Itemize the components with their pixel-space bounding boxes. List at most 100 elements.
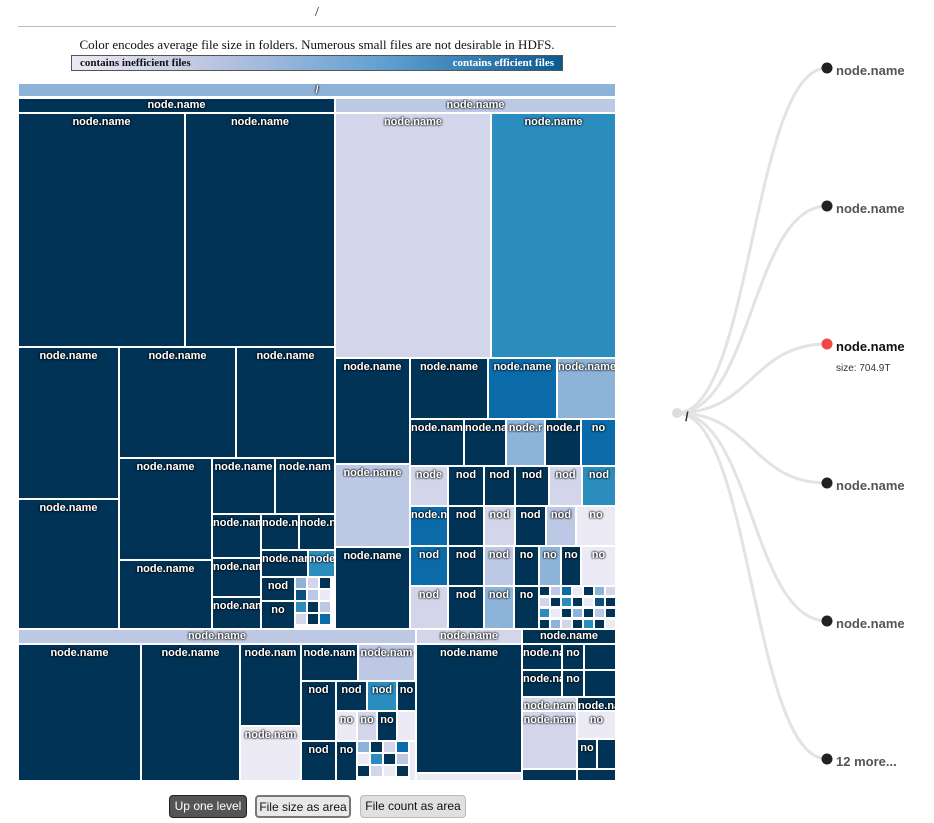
- tree-node-dot[interactable]: [821, 615, 833, 627]
- treemap-cell[interactable]: no: [336, 741, 357, 781]
- treemap-cell[interactable]: [605, 586, 616, 596]
- treemap-group-header[interactable]: node.name: [522, 629, 616, 644]
- tree-node-dot-selected[interactable]: [821, 338, 833, 350]
- treemap-cell[interactable]: node.nam: [522, 644, 562, 670]
- treemap-cell[interactable]: node.name: [18, 113, 185, 347]
- treemap-cell[interactable]: [409, 741, 416, 781]
- treemap-cell[interactable]: node.r: [545, 419, 581, 466]
- treemap-cell[interactable]: [594, 597, 605, 607]
- treemap-cell[interactable]: [584, 644, 616, 670]
- treemap-cell[interactable]: [396, 765, 409, 777]
- treemap-cell[interactable]: [319, 613, 331, 625]
- tree-node-label[interactable]: node.name: [836, 616, 905, 631]
- treemap-cell[interactable]: node.nam: [358, 644, 415, 681]
- treemap-cell[interactable]: [561, 608, 572, 618]
- treemap-cell[interactable]: no: [336, 711, 357, 741]
- treemap-cell[interactable]: nod: [448, 466, 484, 506]
- treemap-cell[interactable]: no: [561, 546, 581, 586]
- tree-node-dot[interactable]: [821, 753, 833, 765]
- treemap-cell[interactable]: nod: [301, 681, 336, 741]
- treemap-cell[interactable]: node.name: [335, 113, 491, 358]
- tree-root-dot[interactable]: [672, 408, 682, 418]
- treemap-cell[interactable]: node.name: [185, 113, 335, 347]
- treemap-cell[interactable]: nod: [410, 586, 448, 629]
- treemap-cell[interactable]: node.name: [410, 358, 488, 419]
- treemap-cell[interactable]: [357, 765, 370, 777]
- treemap-cell[interactable]: [307, 589, 319, 601]
- treemap-cell[interactable]: node.nam: [522, 697, 577, 711]
- treemap-cell[interactable]: [605, 608, 616, 618]
- treemap-group-header[interactable]: node.name: [18, 629, 416, 644]
- treemap-cell[interactable]: node.nam: [410, 419, 464, 466]
- treemap-cell[interactable]: node.nam: [212, 597, 261, 629]
- treemap-cell[interactable]: [383, 753, 396, 765]
- treemap-cell[interactable]: node.name: [212, 458, 275, 514]
- treemap-group-header[interactable]: node.name: [416, 629, 522, 644]
- treemap-cell[interactable]: node.nam: [577, 697, 616, 711]
- treemap-cell[interactable]: no: [539, 546, 561, 586]
- treemap-cell[interactable]: node.nam: [261, 550, 308, 577]
- treemap-cell[interactable]: nod: [261, 577, 295, 601]
- tree-node-label[interactable]: node.name: [836, 339, 905, 354]
- treemap-cell[interactable]: node.r: [506, 419, 545, 466]
- treemap-cell[interactable]: no: [514, 586, 539, 629]
- breadcrumb[interactable]: /: [18, 4, 616, 27]
- treemap-cell[interactable]: nod: [515, 466, 549, 506]
- treemap-cell[interactable]: node.name: [416, 644, 522, 773]
- treemap-cell[interactable]: no: [576, 506, 616, 546]
- treemap-cell[interactable]: no: [577, 711, 616, 739]
- treemap-cell[interactable]: node.nam: [240, 644, 301, 726]
- treemap-cell[interactable]: no: [514, 546, 539, 586]
- treemap[interactable]: / node.name node.name node.name node.name nod…: [18, 83, 616, 783]
- treemap-cell[interactable]: [319, 577, 331, 589]
- treemap-cell[interactable]: nod: [484, 466, 515, 506]
- treemap-cell[interactable]: [307, 601, 319, 613]
- treemap-cell[interactable]: no: [397, 681, 416, 711]
- treemap-cell[interactable]: [295, 589, 307, 601]
- treemap-cell[interactable]: [397, 711, 416, 741]
- treemap-cell[interactable]: node.name: [119, 458, 212, 560]
- treemap-cell[interactable]: node.nam: [522, 711, 577, 769]
- treemap-cell[interactable]: [605, 619, 616, 629]
- treemap-cell[interactable]: node.name: [491, 113, 616, 358]
- treemap-cell[interactable]: node.name: [236, 347, 335, 458]
- treemap-cell[interactable]: node.name: [335, 547, 410, 629]
- treemap-cell[interactable]: [539, 586, 550, 596]
- treemap-cell[interactable]: [307, 613, 319, 625]
- treemap-cell[interactable]: node.name: [18, 347, 119, 499]
- treemap-cell[interactable]: nod: [301, 741, 336, 781]
- treemap-cell[interactable]: [594, 586, 605, 596]
- tree-node-label[interactable]: node.name: [836, 201, 905, 216]
- treemap-group-header[interactable]: node.name: [18, 98, 335, 113]
- treemap-cell[interactable]: [396, 741, 409, 753]
- tree-node-label[interactable]: 12 more...: [836, 754, 897, 769]
- treemap-cell[interactable]: [396, 753, 409, 765]
- treemap-cell[interactable]: [550, 586, 561, 596]
- treemap-cell[interactable]: node.nam: [240, 726, 301, 781]
- treemap-cell[interactable]: node.name: [335, 464, 410, 547]
- treemap-cell[interactable]: [539, 597, 550, 607]
- treemap-cell[interactable]: nod: [484, 546, 514, 586]
- treemap-cell[interactable]: node.name: [119, 347, 236, 458]
- treemap-cell[interactable]: nod: [448, 586, 484, 629]
- treemap-cell[interactable]: node.nam: [522, 670, 562, 697]
- treemap-cell[interactable]: [383, 765, 396, 777]
- file-size-as-area-button[interactable]: File size as area: [255, 795, 351, 818]
- treemap-cell[interactable]: [561, 586, 572, 596]
- treemap-cell[interactable]: [561, 597, 572, 607]
- treemap-cell[interactable]: [370, 765, 383, 777]
- treemap-cell[interactable]: node.nam: [464, 419, 506, 466]
- treemap-cell[interactable]: nod: [549, 466, 582, 506]
- treemap-cell[interactable]: node.name: [557, 358, 616, 419]
- treemap-cell[interactable]: [383, 741, 396, 753]
- treemap-cell[interactable]: [307, 577, 319, 589]
- treemap-cell[interactable]: node.n: [261, 514, 299, 550]
- file-count-as-area-button[interactable]: File count as area: [360, 795, 466, 818]
- treemap-cell[interactable]: [572, 619, 583, 629]
- treemap-cell[interactable]: nod: [367, 681, 397, 711]
- treemap-cell[interactable]: nod: [515, 506, 546, 546]
- treemap-cell[interactable]: [550, 597, 561, 607]
- treemap-cell[interactable]: [605, 597, 616, 607]
- tree-node-label[interactable]: node.name: [836, 478, 905, 493]
- treemap-cell[interactable]: nod: [336, 681, 367, 711]
